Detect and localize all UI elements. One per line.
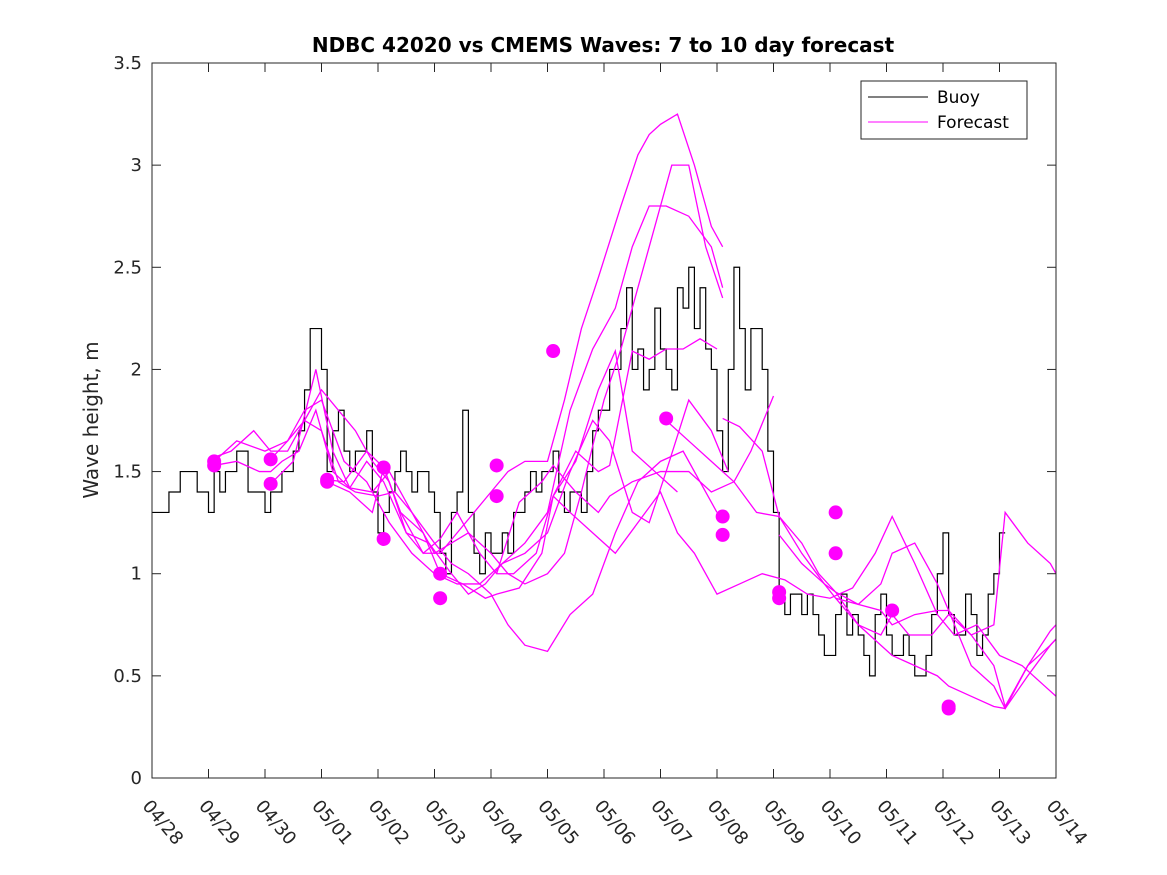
y-tick-label: 3.5 <box>113 53 142 74</box>
x-tick-label: 05/10 <box>816 796 865 849</box>
forecast-marker-14 <box>659 411 674 426</box>
y-tick-label: 0 <box>131 768 142 789</box>
forecast-marker-8 <box>376 531 391 546</box>
x-tick-label: 05/05 <box>533 796 582 849</box>
x-tick-label: 04/29 <box>194 796 243 849</box>
x-tick-label: 05/01 <box>307 796 356 849</box>
legend-buoy-label: Buoy <box>937 88 980 108</box>
y-tick-label: 3 <box>131 155 142 176</box>
forecast-marker-11 <box>489 458 504 473</box>
legend-box <box>860 80 1028 140</box>
forecast-series-line-12 <box>778 534 1057 709</box>
forecast-marker-13 <box>546 344 561 359</box>
axes: 00.511.522.533.504/28 04/29 04/30 05/01 05/0… <box>113 53 1091 849</box>
y-axis-label: Wave height, m <box>79 341 103 498</box>
legend-forecast-label: Forecast <box>937 113 1009 133</box>
y-tick-label: 1.5 <box>113 462 142 483</box>
forecast-series-line-9 <box>552 490 1057 697</box>
forecast-series-line-11 <box>722 417 1057 710</box>
x-tick-label: 05/07 <box>646 796 695 849</box>
x-tick-label: 05/03 <box>420 796 469 849</box>
y-tick-label: 1 <box>131 564 142 585</box>
x-tick-label: 04/30 <box>251 796 300 849</box>
y-tick-label: 2.5 <box>113 257 142 278</box>
x-tick-label: 05/14 <box>1042 796 1091 849</box>
forecast-marker-15 <box>715 509 730 524</box>
x-tick-label: 05/08 <box>703 796 752 849</box>
forecast-marker-20 <box>828 546 843 561</box>
forecast-series-line-10 <box>665 420 1057 636</box>
forecast-series-line-8 <box>496 395 775 574</box>
x-tick-label: 05/12 <box>929 796 978 849</box>
forecast-marker-12 <box>489 489 504 504</box>
forecast-series-line-13 <box>835 542 1057 710</box>
forecast-marker-21 <box>885 603 900 618</box>
forecast-marker-6 <box>320 474 335 489</box>
forecast-marker-9 <box>433 566 448 581</box>
forecast-marker-4 <box>263 476 278 491</box>
x-tick-label: 05/06 <box>590 796 639 849</box>
plot-area <box>152 113 1057 716</box>
forecast-series-line-4 <box>270 369 729 595</box>
forecast-marker-16 <box>715 527 730 542</box>
x-tick-label: 05/02 <box>364 796 413 849</box>
y-tick-label: 0.5 <box>113 666 142 687</box>
forecast-marker-23 <box>941 699 956 714</box>
forecast-marker-19 <box>828 505 843 520</box>
forecast-series-line-1 <box>213 205 724 585</box>
legend: Buoy Forecast <box>860 80 1028 140</box>
x-tick-label: 05/13 <box>985 796 1034 849</box>
buoy-series-line <box>152 266 1006 677</box>
forecast-marker-3 <box>263 452 278 467</box>
forecast-marker-7 <box>376 460 391 475</box>
forecast-marker-18 <box>772 591 787 606</box>
plot-frame <box>151 62 1057 779</box>
forecast-marker-10 <box>433 591 448 606</box>
x-tick-label: 04/28 <box>138 796 187 849</box>
x-tick-label: 05/09 <box>759 796 808 849</box>
x-tick-label: 05/11 <box>872 796 921 849</box>
forecast-marker-2 <box>207 458 222 473</box>
x-tick-label: 05/04 <box>477 796 526 849</box>
chart-title: NDBC 42020 vs CMEMS Waves: 7 to 10 day f… <box>312 33 895 57</box>
y-tick-label: 2 <box>131 359 142 380</box>
forecast-series-line-5 <box>270 419 718 653</box>
